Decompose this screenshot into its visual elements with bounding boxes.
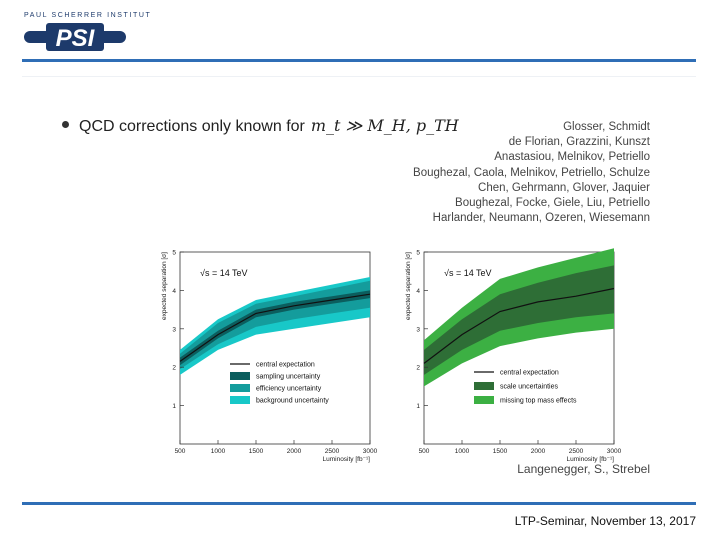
plot-sampling-uncertainties: 500 1000 1500 2000 2500 3000 1 2 3 4 5 Luminosity [… [152,244,392,474]
bullet-point: QCD corrections only known for m_t ≫ M_H,… [62,116,459,136]
x-tick-label: 2500 [325,448,340,455]
reference-item: de Florian, Grazzini, Kunszt [508,136,650,149]
reference-item: Glosser, Schmidt [563,121,650,133]
x-tick-label: 500 [419,448,430,455]
x-axis-label: Luminosity [fb⁻¹] [566,456,614,463]
y-tick-label: 2 [172,365,176,372]
y-axis-label: expected separation [σ] [161,252,168,320]
line-central-expectation [179,293,371,362]
y-tick-label: 5 [172,250,176,257]
y-tick-label: 4 [416,288,420,295]
y-axis-label: expected separation [σ] [405,252,412,320]
reference-list: Glosser, Schmidt de Florian, Grazzini, K… [413,120,650,226]
legend-swatch [474,396,494,404]
legend-label: background uncertainty [256,398,329,405]
bullet-math: m_t ≫ M_H, p_TH [310,116,459,135]
legend-label: central expectation [256,362,315,369]
footer-text: LTP-Seminar, November 13, 2017 [514,514,696,528]
chart-right: 500 1000 1500 2000 2500 3000 1 2 3 4 5 Luminosity [… [405,248,622,463]
reference-item: Anastasiou, Melnikov, Petriello [494,151,650,164]
y-tick-label: 3 [172,326,176,333]
header-rule [22,59,696,62]
psi-logo-mark: PSI [56,25,96,52]
bullet-dot-icon [62,121,69,129]
legend-label: sampling uncertainty [256,374,321,381]
y-tick-label: 5 [416,250,420,257]
header-rule-thin [22,76,696,77]
x-tick-label: 1000 [211,448,226,455]
x-tick-label: 1500 [249,448,264,455]
reference-item: Boughezal, Caola, Melnikov, Petriello, S… [413,166,650,179]
chart-left: 500 1000 1500 2000 2500 3000 1 2 3 4 5 Luminosity [… [161,250,378,464]
x-tick-label: 3000 [607,448,622,455]
x-tick-label: 3000 [363,448,378,455]
legend-label: missing top mass effects [500,398,577,405]
footer-rule [22,502,696,505]
legend-label: efficiency uncertainty [256,386,322,393]
band-scale-uncertainties [424,265,614,375]
energy-annotation: √s = 14 TeV [444,268,492,278]
y-tick-label: 1 [172,403,176,410]
bullet-text: QCD corrections only known for [79,118,305,135]
y-tick-label: 3 [416,326,420,333]
x-tick-label: 1500 [493,448,508,455]
legend-swatch [230,372,250,380]
line-central-expectation [423,287,615,364]
energy-annotation: √s = 14 TeV [200,268,248,278]
x-tick-label: 2000 [531,448,546,455]
plot-scale-uncertainties: 500 1000 1500 2000 2500 3000 1 2 3 4 5 Luminosity [… [396,244,636,474]
institute-name: PAUL SCHERRER INSTITUT [24,12,152,19]
y-tick-label: 2 [416,365,420,372]
legend-label: scale uncertainties [500,384,558,391]
x-axis-label: Luminosity [fb⁻¹] [322,456,370,463]
y-tick-label: 4 [172,288,176,295]
y-tick-label: 1 [416,403,420,410]
x-tick-label: 500 [175,448,186,455]
reference-item: Chen, Gehrmann, Glover, Jaquier [478,181,650,194]
x-tick-label: 2000 [287,448,302,455]
x-tick-label: 1000 [455,448,470,455]
legend-swatch [230,396,250,404]
figure-credit: Langenegger, S., Strebel [517,462,650,476]
x-tick-label: 2500 [569,448,584,455]
reference-item: Boughezal, Focke, Giele, Liu, Petriello [455,197,650,210]
psi-logo: PSI [24,23,126,52]
legend-swatch [230,384,250,392]
band-sampling-uncertainty [180,290,370,366]
legend-label: central expectation [500,370,559,377]
reference-item: Harlander, Neumann, Ozeren, Wiesemann [432,212,650,225]
legend-swatch [474,382,494,390]
